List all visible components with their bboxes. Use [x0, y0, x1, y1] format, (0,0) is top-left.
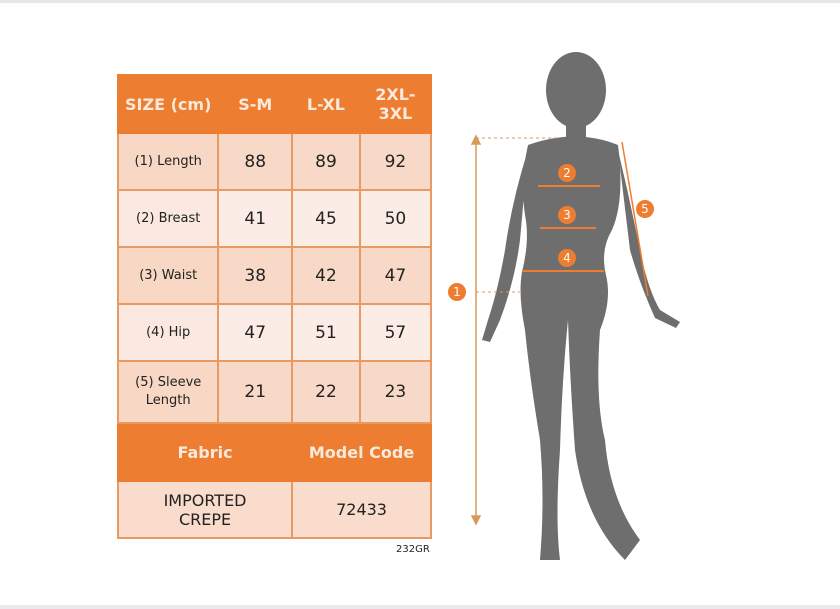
cell: 92 — [358, 132, 433, 191]
svg-text:4: 4 — [563, 251, 571, 265]
table-row: (2) Breast 41 45 50 — [116, 189, 433, 248]
cell: 47 — [358, 246, 433, 305]
cell: 89 — [291, 132, 361, 191]
bottom-border — [0, 605, 840, 609]
cell: 57 — [358, 303, 433, 362]
fabric-header: Fabric — [116, 422, 294, 482]
header-s-m: S-M — [217, 74, 294, 134]
footer-header-row: Fabric Model Code — [116, 422, 432, 482]
cell: 23 — [358, 360, 433, 424]
cell: 21 — [217, 360, 294, 424]
fabric-value: IMPORTED CREPE — [116, 480, 294, 539]
cell: 22 — [291, 360, 361, 424]
table-row: (1) Length 88 89 92 — [116, 132, 433, 191]
header-size: SIZE (cm) — [116, 74, 220, 134]
sleeve-arrow — [621, 141, 649, 297]
svg-text:2: 2 — [563, 166, 571, 180]
cell: 50 — [358, 189, 433, 248]
footer-value-row: IMPORTED CREPE 72433 — [116, 480, 432, 539]
table-row: (4) Hip 47 51 57 — [116, 303, 433, 362]
marker-1: 1 — [448, 283, 466, 301]
marker-4: 4 — [558, 249, 576, 267]
product-code: 232GR — [396, 544, 430, 555]
cell: 88 — [217, 132, 294, 191]
model-code-header: Model Code — [291, 422, 432, 482]
cell: 51 — [291, 303, 361, 362]
row-label: (5) Sleeve Length — [116, 360, 220, 424]
row-label: (2) Breast — [116, 189, 220, 248]
top-border — [0, 0, 840, 3]
row-label: (1) Length — [116, 132, 220, 191]
measure-lines — [522, 185, 604, 272]
length-arrow — [470, 134, 560, 526]
body-measurement-figure: 1 2 3 4 5 — [448, 52, 680, 560]
marker-2: 2 — [558, 164, 576, 182]
header-2xl-3xl: 2XL-3XL — [358, 74, 433, 134]
row-label: (3) Waist — [116, 246, 220, 305]
size-chart-table: SIZE (cm) S-M L-XL 2XL-3XL (1) Length 88… — [116, 74, 433, 539]
svg-text:1: 1 — [453, 285, 461, 299]
svg-text:5: 5 — [641, 202, 649, 216]
marker-3: 3 — [558, 206, 576, 224]
table-row: (5) Sleeve Length 21 22 23 — [116, 360, 433, 424]
marker-5: 5 — [636, 200, 654, 218]
cell: 41 — [217, 189, 294, 248]
body-silhouette — [482, 52, 680, 560]
header-l-xl: L-XL — [291, 74, 361, 134]
cell: 38 — [217, 246, 294, 305]
table-header-row: SIZE (cm) S-M L-XL 2XL-3XL — [116, 74, 433, 134]
cell: 42 — [291, 246, 361, 305]
cell: 45 — [291, 189, 361, 248]
svg-text:3: 3 — [563, 208, 571, 222]
row-label: (4) Hip — [116, 303, 220, 362]
table-row: (3) Waist 38 42 47 — [116, 246, 433, 305]
cell: 47 — [217, 303, 294, 362]
model-code-value: 72433 — [291, 480, 432, 539]
